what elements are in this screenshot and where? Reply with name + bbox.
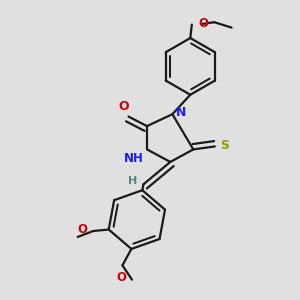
Text: NH: NH [124,152,144,165]
Text: O: O [78,223,88,236]
Text: O: O [118,100,129,113]
Text: S: S [220,139,229,152]
Text: H: H [128,176,137,186]
Text: O: O [198,16,208,30]
Text: O: O [116,271,126,284]
Text: N: N [176,106,186,119]
